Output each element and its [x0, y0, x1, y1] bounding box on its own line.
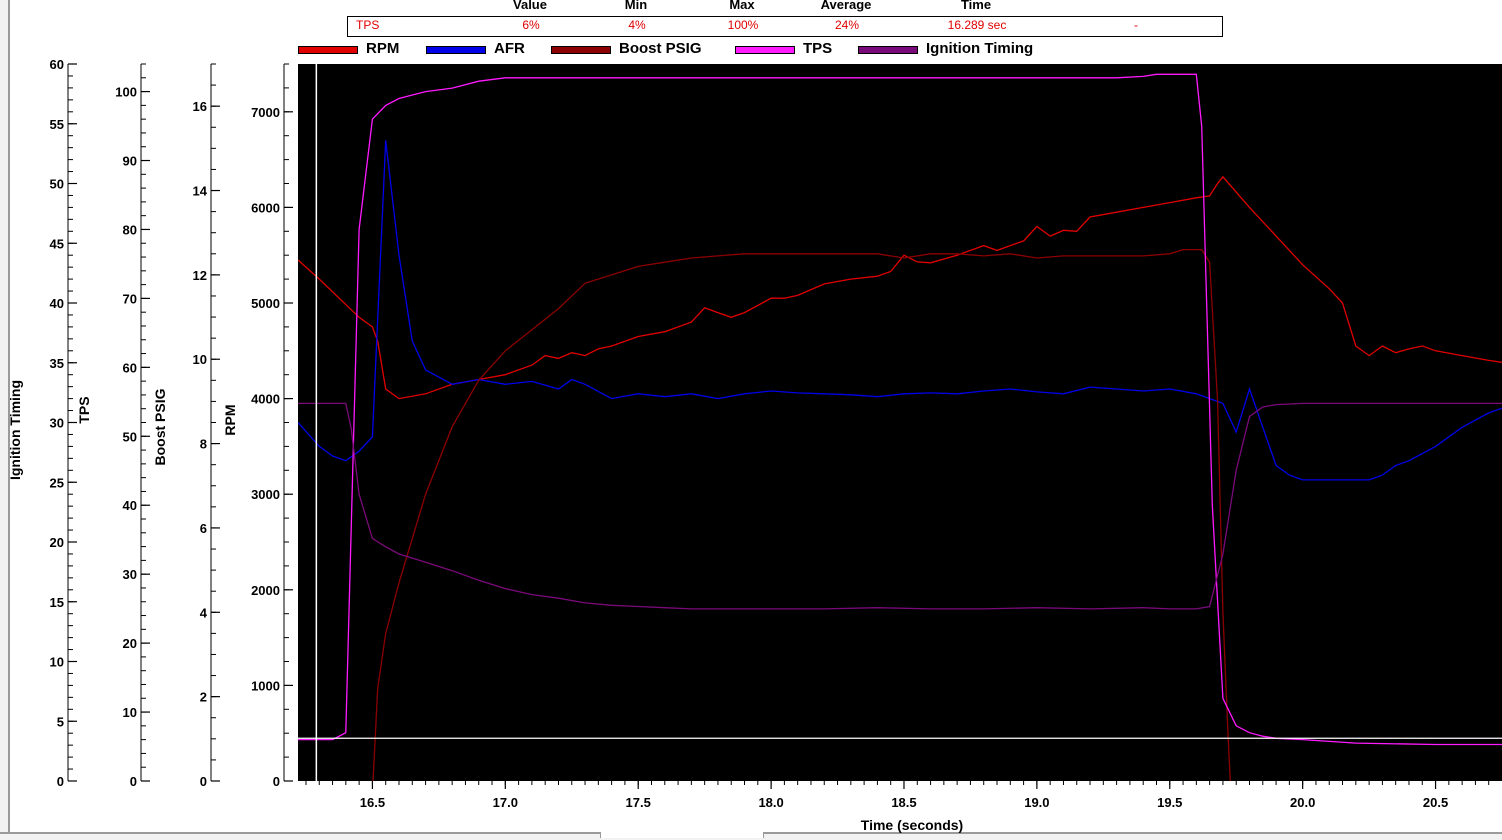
tick-label-tps: 100	[115, 85, 137, 100]
axis-title-tps: TPS	[76, 396, 92, 423]
axis-tps: 0 10 20 30 40 50 60 70 80 90 100 TPS	[76, 63, 150, 789]
stats-time: 16.289 sec	[947, 18, 1007, 32]
tick-label-ignition-timing: 25	[50, 475, 64, 490]
tick-label-tps: 50	[123, 429, 137, 444]
stats-min: 4%	[628, 18, 646, 32]
x-tick-label: 18.5	[891, 795, 916, 810]
tick-label-ignition-timing: 45	[50, 236, 64, 251]
tick-label-boost-psig: 6	[200, 521, 207, 536]
tick-label-ignition-timing: 15	[50, 595, 64, 610]
plot-area	[298, 64, 1502, 781]
window-left-border	[0, 0, 10, 832]
legend-swatch-ignition	[858, 46, 918, 54]
axis-ignition-timing: 0 5 10 15 20 25 30 35 40 45 50 55 60 Ignition Timing	[7, 57, 77, 789]
tick-label-ignition-timing: 60	[50, 57, 64, 72]
tick-label-tps: 10	[123, 705, 137, 720]
series-line-afr	[298, 140, 1502, 481]
axis-title-ignition-timing: Ignition Timing	[7, 380, 23, 480]
tick-label-tps: 90	[123, 154, 137, 169]
tick-label-tps: 20	[123, 636, 137, 651]
legend-label-tps: TPS	[803, 40, 833, 57]
series-line-ignition-timing	[298, 402, 1502, 610]
series-line-rpm	[298, 175, 1502, 400]
series-line-tps	[298, 73, 1502, 746]
tick-label-rpm: 4000	[251, 392, 280, 407]
x-tick-label: 19.5	[1157, 795, 1182, 810]
legend-label-afr: AFR	[494, 40, 525, 57]
x-tick-label: 17.0	[493, 795, 518, 810]
tick-label-ignition-timing: 30	[50, 416, 64, 431]
stats-header-time: Time	[960, 0, 992, 12]
legend-swatch-rpm	[298, 46, 358, 54]
x-axis-title: Time (seconds)	[861, 817, 963, 833]
axis-title-rpm: RPM	[222, 404, 238, 435]
stats-header-average: Average	[820, 0, 872, 12]
axis-boost-psig: 0 2 4 6 8 10 12 14 16 Boost PSIG	[152, 63, 220, 789]
stats-header-max: Max	[729, 0, 755, 12]
x-tick-label: 18.0	[758, 795, 783, 810]
legend-label-rpm: RPM	[366, 40, 400, 57]
legend-label-ignition: Ignition Timing	[926, 40, 1034, 57]
tick-label-boost-psig: 0	[200, 774, 207, 789]
tick-label-tps: 60	[123, 360, 137, 375]
tick-label-tps: 80	[123, 222, 137, 237]
tick-label-ignition-timing: 5	[57, 714, 64, 729]
tick-label-ignition-timing: 10	[50, 655, 64, 670]
tick-label-ignition-timing: 40	[50, 296, 64, 311]
x-tick-label: 16.5	[360, 795, 385, 810]
x-tick-label: 19.0	[1024, 795, 1049, 810]
tick-label-rpm: 2000	[251, 583, 280, 598]
stats-channel: TPS	[356, 18, 380, 32]
tick-label-boost-psig: 4	[200, 605, 208, 620]
tick-label-ignition-timing: 0	[57, 774, 64, 789]
x-tick-label: 17.5	[626, 795, 651, 810]
stats-value: 6%	[522, 18, 540, 32]
x-tick-label: 20.0	[1290, 795, 1315, 810]
tick-label-tps: 40	[123, 498, 137, 513]
stats-average: 24%	[834, 18, 860, 32]
tick-label-ignition-timing: 50	[50, 177, 64, 192]
tick-label-rpm: 7000	[251, 105, 280, 120]
stats-max: 100%	[727, 18, 759, 32]
stats-extra: -	[1134, 18, 1138, 32]
tick-label-rpm: 0	[273, 774, 280, 789]
tick-label-ignition-timing: 35	[50, 356, 64, 371]
stats-header-min: Min	[624, 0, 648, 12]
tick-label-rpm: 6000	[251, 200, 280, 215]
axis-title-boost-psig: Boost PSIG	[152, 388, 168, 465]
x-tick-label: 20.5	[1423, 795, 1448, 810]
tick-label-boost-psig: 2	[200, 690, 207, 705]
tick-label-rpm: 5000	[251, 296, 280, 311]
tick-label-boost-psig: 10	[193, 352, 207, 367]
tick-label-boost-psig: 14	[193, 184, 208, 199]
tick-label-boost-psig: 16	[193, 99, 207, 114]
tick-label-ignition-timing: 55	[50, 117, 64, 132]
tick-label-rpm: 1000	[251, 678, 280, 693]
tick-label-tps: 30	[123, 567, 137, 582]
tick-label-boost-psig: 8	[200, 437, 207, 452]
stats-row[interactable]: TPS 6% 4% 100% 24% 16.289 sec -	[347, 16, 1223, 37]
series-line-boost-psig	[372, 248, 1231, 781]
legend-swatch-afr	[426, 46, 486, 54]
tick-label-boost-psig: 12	[193, 268, 207, 283]
legend-swatch-boost	[551, 46, 611, 54]
legend-label-boost: Boost PSIG	[619, 40, 702, 57]
tick-label-ignition-timing: 20	[50, 535, 64, 550]
bottom-tab[interactable]	[600, 832, 764, 838]
x-axis: 16.5 17.0 17.5 18.0 18.5 19.0 19.5 20.0 20.5 Time…	[305, 781, 1490, 833]
axis-rpm: 0 1000 2000 3000 4000 5000 6000 7000 RPM	[222, 63, 293, 789]
legend-swatch-tps	[735, 46, 795, 54]
tick-label-tps: 0	[130, 774, 137, 789]
tick-label-rpm: 3000	[251, 487, 280, 502]
tick-label-tps: 70	[123, 291, 137, 306]
stats-header-value: Value	[513, 0, 547, 12]
